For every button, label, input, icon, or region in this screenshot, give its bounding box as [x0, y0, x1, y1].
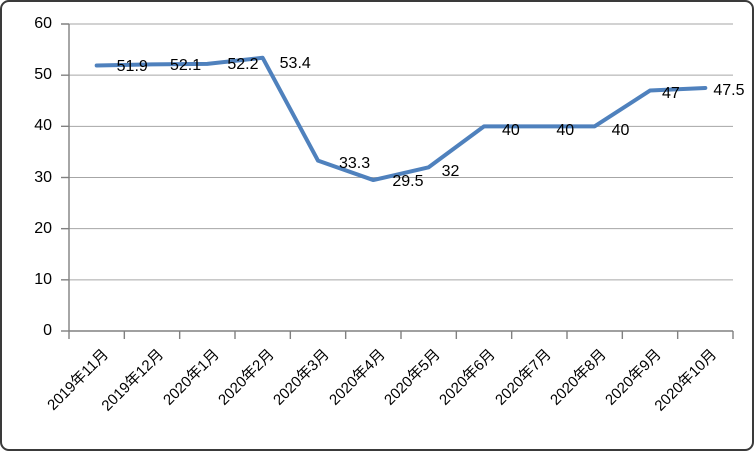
y-axis-label: 50 [34, 66, 52, 84]
data-label: 47.5 [713, 81, 745, 99]
data-label: 52.2 [227, 55, 259, 73]
data-label: 52.1 [170, 57, 202, 75]
y-axis-label: 40 [34, 117, 52, 135]
y-axis-label: 10 [34, 270, 52, 288]
data-label: 47 [662, 84, 680, 102]
y-axis-label: 30 [34, 168, 52, 186]
data-label: 32 [441, 163, 460, 181]
y-axis-label: 0 [43, 322, 52, 339]
data-label: 51.9 [116, 58, 148, 76]
data-label: 40 [556, 122, 575, 140]
data-label: 29.5 [392, 173, 424, 191]
data-label: 40 [502, 122, 520, 140]
data-series-line [94, 55, 708, 183]
data-label: 53.4 [279, 54, 311, 72]
y-axis-label: 20 [34, 219, 52, 237]
data-label: 40 [611, 122, 630, 140]
y-axis-label: 60 [34, 15, 52, 32]
data-label: 33.3 [339, 154, 371, 172]
